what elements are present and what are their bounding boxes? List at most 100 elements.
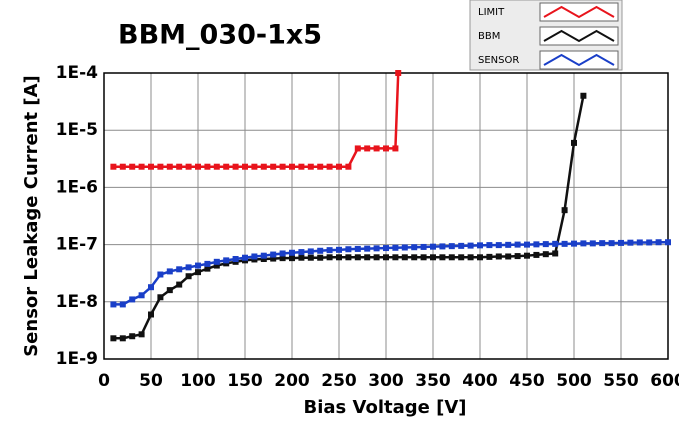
data-point (317, 254, 324, 261)
data-point (138, 331, 145, 338)
y-tick-label: 1E-4 (56, 63, 98, 83)
data-point (524, 241, 530, 248)
legend-swatch (543, 29, 615, 43)
data-point (232, 256, 239, 263)
data-point (448, 243, 455, 250)
data-point (477, 254, 483, 261)
data-point (119, 163, 126, 170)
data-point (336, 254, 342, 261)
data-point (571, 240, 577, 247)
data-point (552, 240, 559, 247)
data-point (665, 239, 671, 246)
data-point (251, 163, 258, 170)
data-point (326, 163, 333, 170)
legend-label: BBM (478, 31, 500, 42)
data-point (129, 163, 136, 170)
data-point (298, 249, 305, 256)
chart-title: BBM_030-1x5 (118, 20, 322, 51)
data-point (270, 251, 277, 258)
data-point (364, 145, 371, 152)
data-point (514, 241, 521, 248)
data-point (345, 163, 352, 170)
x-tick-label: 500 (556, 371, 592, 391)
data-point (307, 254, 314, 261)
data-point (411, 244, 418, 251)
data-point (110, 163, 117, 170)
data-point (448, 254, 455, 261)
data-point (138, 292, 145, 299)
data-point (326, 247, 333, 254)
data-point (166, 287, 173, 294)
data-point (392, 244, 399, 251)
data-point (580, 240, 587, 247)
data-point (223, 257, 230, 264)
data-point (148, 284, 154, 291)
data-point (383, 145, 389, 152)
data-point (232, 163, 239, 170)
x-tick-label: 250 (321, 371, 357, 391)
data-point (524, 252, 530, 259)
data-point (185, 163, 192, 170)
data-point (204, 260, 211, 267)
y-tick-label: 1E-6 (56, 177, 98, 197)
data-point (354, 245, 361, 252)
data-point (110, 301, 117, 308)
data-point (289, 255, 295, 262)
data-point (166, 268, 173, 275)
legend-label: SENSOR (478, 55, 519, 66)
data-point (185, 273, 192, 280)
data-point (430, 243, 436, 250)
y-tick-label: 1E-5 (56, 120, 98, 140)
data-point (542, 251, 549, 258)
data-point (420, 254, 427, 261)
data-point (655, 239, 662, 246)
y-tick-label: 1E-8 (56, 292, 98, 312)
data-point (495, 242, 502, 249)
y-tick-label: 1E-7 (56, 235, 98, 255)
data-point (420, 243, 427, 250)
x-tick-label: 400 (462, 371, 498, 391)
data-point (260, 252, 267, 259)
data-point (176, 266, 183, 273)
data-point (627, 239, 634, 246)
data-point (279, 250, 286, 257)
data-point (195, 163, 201, 170)
data-point (392, 254, 399, 261)
data-point (618, 239, 624, 246)
data-point (176, 163, 183, 170)
legend-swatch (543, 53, 615, 67)
data-point (336, 246, 342, 253)
data-point (270, 163, 277, 170)
data-point (345, 246, 352, 253)
data-point (486, 253, 493, 260)
data-point (326, 254, 333, 261)
data-point (505, 241, 512, 248)
plot-frame (103, 72, 669, 360)
data-point (289, 249, 295, 256)
data-point (157, 271, 164, 278)
data-point (636, 239, 643, 246)
data-point (129, 296, 136, 303)
data-point (166, 163, 173, 170)
data-point (514, 253, 521, 260)
legend-swatch (543, 5, 615, 19)
data-point (148, 163, 154, 170)
data-point (185, 264, 192, 271)
data-point (542, 241, 549, 248)
data-point (213, 258, 220, 265)
data-point (467, 242, 474, 249)
data-point (373, 245, 380, 252)
data-point (561, 207, 568, 214)
x-tick-label: 450 (509, 371, 545, 391)
x-tick-label: 550 (603, 371, 639, 391)
data-point (373, 145, 380, 152)
data-point (213, 262, 220, 269)
data-point (373, 254, 380, 261)
data-point (608, 240, 615, 247)
x-tick-label: 200 (274, 371, 310, 391)
data-point (260, 163, 267, 170)
data-point (646, 239, 653, 246)
data-point (430, 254, 436, 261)
data-point (354, 254, 361, 261)
